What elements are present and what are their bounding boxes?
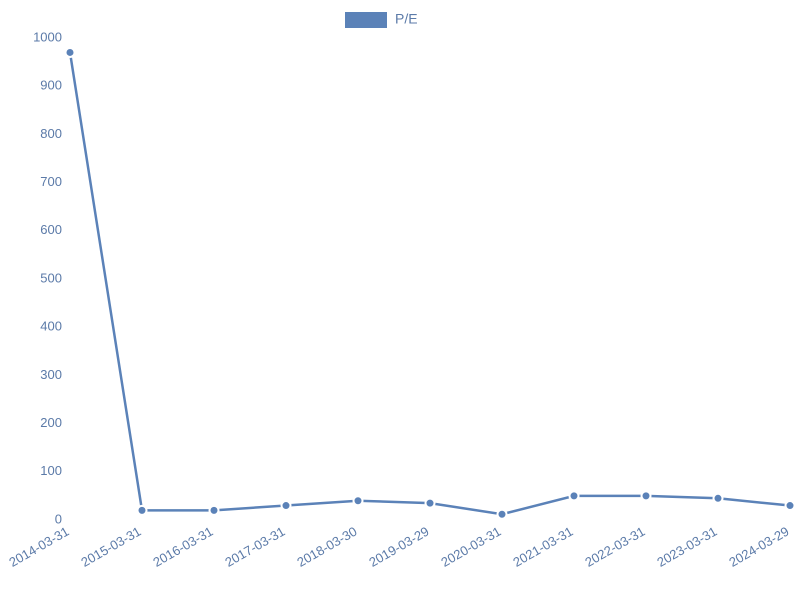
x-tick-label: 2020-03-31 bbox=[438, 524, 503, 570]
x-tick-label: 2019-03-29 bbox=[366, 524, 431, 570]
data-point bbox=[786, 501, 795, 510]
chart-svg: 0 100 200 300 400 500 600 700 800 900 1000 2014-03-… bbox=[0, 0, 800, 600]
pe-line-chart: 0 100 200 300 400 500 600 700 800 900 1000 2014-03-… bbox=[0, 0, 800, 600]
data-point bbox=[570, 491, 579, 500]
grid bbox=[70, 38, 790, 520]
x-tick-label: 2018-03-30 bbox=[294, 524, 359, 570]
x-tick-label: 2024-03-29 bbox=[726, 524, 791, 570]
series-markers bbox=[66, 48, 795, 519]
y-tick-label: 900 bbox=[40, 78, 62, 93]
legend: P/E bbox=[345, 11, 418, 28]
y-tick-label: 800 bbox=[40, 126, 62, 141]
x-tick-label: 2015-03-31 bbox=[78, 524, 143, 570]
x-tick-label: 2023-03-31 bbox=[654, 524, 719, 570]
data-point bbox=[138, 506, 147, 515]
y-tick-label: 600 bbox=[40, 222, 62, 237]
y-tick-label: 500 bbox=[40, 270, 62, 285]
y-axis-ticks: 0 100 200 300 400 500 600 700 800 900 1000 bbox=[33, 29, 62, 526]
y-tick-label: 700 bbox=[40, 174, 62, 189]
legend-label: P/E bbox=[395, 11, 418, 27]
x-tick-label: 2017-03-31 bbox=[222, 524, 287, 570]
y-tick-label: 200 bbox=[40, 415, 62, 430]
data-point bbox=[714, 494, 723, 503]
legend-swatch bbox=[345, 12, 387, 28]
data-point bbox=[642, 491, 651, 500]
x-tick-label: 2021-03-31 bbox=[510, 524, 575, 570]
x-tick-label: 2016-03-31 bbox=[150, 524, 215, 570]
data-point bbox=[426, 499, 435, 508]
x-tick-label: 2014-03-31 bbox=[6, 524, 71, 570]
y-tick-label: 0 bbox=[55, 511, 62, 526]
x-axis-ticks: 2014-03-312015-03-312016-03-312017-03-31… bbox=[6, 524, 791, 570]
data-point bbox=[66, 48, 75, 57]
data-point bbox=[210, 506, 219, 515]
y-tick-label: 300 bbox=[40, 367, 62, 382]
y-tick-label: 1000 bbox=[33, 29, 62, 44]
data-point bbox=[498, 510, 507, 519]
x-tick-label: 2022-03-31 bbox=[582, 524, 647, 570]
data-point bbox=[282, 501, 291, 510]
series-line-pe bbox=[70, 52, 790, 514]
y-tick-label: 400 bbox=[40, 319, 62, 334]
y-tick-label: 100 bbox=[40, 463, 62, 478]
data-point bbox=[354, 496, 363, 505]
